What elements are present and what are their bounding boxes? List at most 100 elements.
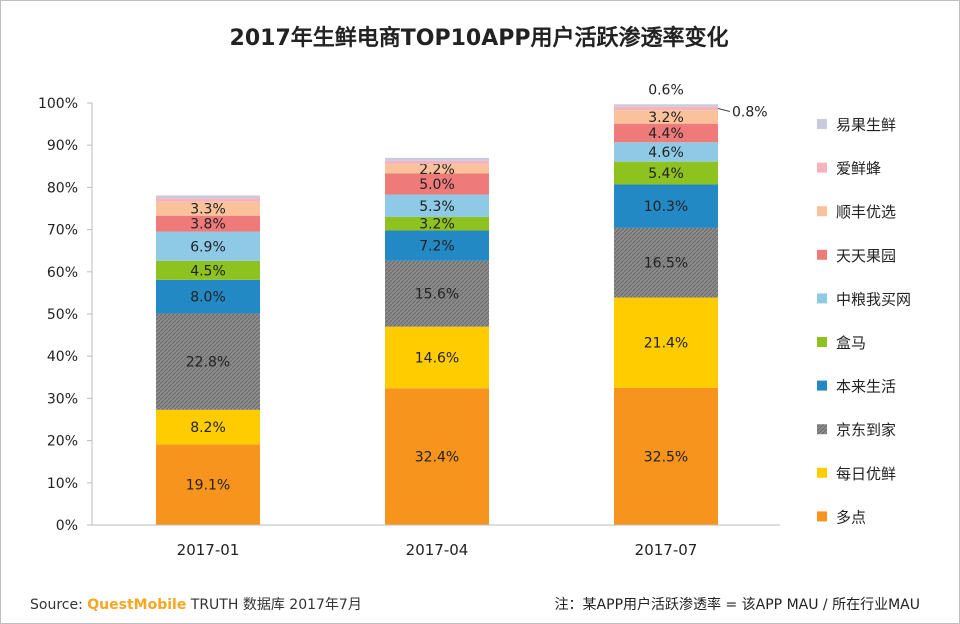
bar-segment bbox=[156, 231, 260, 261]
legend-swatch bbox=[817, 293, 827, 304]
bar-segment bbox=[385, 157, 489, 161]
data-label: 5.3% bbox=[419, 199, 455, 215]
bar-segment bbox=[156, 201, 260, 216]
bar-segment bbox=[614, 106, 718, 111]
data-label: 0.8% bbox=[732, 104, 768, 120]
bar-segment bbox=[156, 260, 260, 280]
data-label: 0.6% bbox=[648, 82, 684, 98]
legend-label: 本来生活 bbox=[836, 378, 896, 396]
legend-label: 盒马 bbox=[836, 334, 866, 352]
legend-label: 天天果园 bbox=[836, 247, 896, 265]
y-tick-label: 60% bbox=[47, 265, 78, 281]
legend-item: 京东到家 bbox=[817, 421, 896, 439]
legend-swatch bbox=[817, 424, 827, 435]
source-prefix: Source: bbox=[30, 597, 83, 613]
data-label: 19.1% bbox=[186, 478, 230, 494]
bar-segment bbox=[156, 444, 260, 525]
bar-segment bbox=[385, 194, 489, 217]
legend-item: 天天果园 bbox=[817, 247, 896, 265]
bar-segment bbox=[156, 215, 260, 232]
legend-swatch bbox=[817, 249, 827, 260]
y-tick-label: 70% bbox=[47, 223, 78, 239]
legend-swatch bbox=[817, 380, 827, 391]
y-axis: 0% 10% 20% 30% 40% 50% 60% 70% 80% 90% 100% bbox=[38, 96, 93, 534]
bar-segment bbox=[156, 279, 260, 314]
bar-segment bbox=[156, 409, 260, 445]
bar-segment bbox=[614, 104, 718, 107]
data-label: 4.5% bbox=[190, 263, 226, 279]
data-label: 32.5% bbox=[644, 449, 688, 465]
x-tick-label: 2017-07 bbox=[635, 541, 698, 559]
data-label: 5.4% bbox=[648, 166, 684, 182]
legend-item: 盒马 bbox=[817, 334, 866, 352]
legend-label: 易果生鲜 bbox=[836, 116, 896, 134]
x-tick-label: 2017-04 bbox=[406, 541, 469, 559]
legend-item: 本来生活 bbox=[817, 378, 896, 396]
bar-segment bbox=[614, 184, 718, 228]
bar-segment bbox=[614, 142, 718, 162]
bars: 19.1% 8.2% 22.8% 8.0% 4.5% 6.9% 3.8%3.3% 32.4% 1… bbox=[156, 82, 768, 525]
bar-segment bbox=[156, 313, 260, 410]
bar-segment bbox=[156, 198, 260, 202]
legend-label: 京东到家 bbox=[836, 421, 896, 439]
legend-swatch bbox=[817, 511, 827, 522]
data-label: 21.4% bbox=[644, 336, 688, 352]
legend-label: 多点 bbox=[836, 508, 866, 526]
data-label: 14.6% bbox=[415, 350, 459, 366]
bar-segment bbox=[614, 110, 718, 124]
bar-segment bbox=[614, 123, 718, 143]
x-axis: 2017-01 2017-04 2017-07 bbox=[92, 524, 780, 559]
legend-item: 易果生鲜 bbox=[817, 116, 896, 134]
bar-segment bbox=[385, 216, 489, 231]
legend-swatch bbox=[817, 337, 827, 347]
stacked-bar-chart: 0% 10% 20% 30% 40% 50% 60% 70% 80% 90% 100% 19.1% 8… bbox=[38, 82, 911, 559]
data-label: 8.2% bbox=[190, 420, 226, 436]
legend-item: 中粮我买网 bbox=[817, 290, 911, 308]
data-label: 8.0% bbox=[190, 290, 226, 306]
legend-item: 顺丰优选 bbox=[817, 203, 896, 221]
bar-segment bbox=[385, 173, 489, 195]
y-tick-label: 20% bbox=[47, 434, 78, 450]
footnote: 注：某APP用户活跃渗透率 = 该APP MAU / 所在行业MAU bbox=[554, 597, 920, 613]
data-label: 6.9% bbox=[190, 239, 226, 255]
legend-swatch bbox=[817, 206, 827, 217]
legend-label: 中粮我买网 bbox=[836, 290, 911, 308]
y-tick-label: 50% bbox=[47, 307, 78, 323]
legend-item: 爱鲜蜂 bbox=[817, 160, 881, 178]
bar-segment bbox=[614, 227, 718, 298]
legend-item: 多点 bbox=[817, 508, 866, 526]
data-label: 16.5% bbox=[644, 256, 688, 272]
chart-title: 2017年生鲜电商TOP10APP用户活跃渗透率变化 bbox=[229, 26, 729, 51]
data-label: 7.2% bbox=[419, 239, 455, 255]
data-label: 10.3% bbox=[644, 199, 688, 215]
bar-segment bbox=[614, 297, 718, 388]
legend-label: 每日优鲜 bbox=[836, 465, 896, 483]
y-tick-label: 0% bbox=[56, 518, 78, 534]
data-label: 5.0% bbox=[419, 177, 455, 193]
data-label: 3.2% bbox=[648, 110, 684, 126]
data-label: 22.8% bbox=[186, 355, 230, 371]
legend-label: 爱鲜蜂 bbox=[836, 160, 881, 178]
bar-segment bbox=[385, 164, 489, 174]
legend-swatch bbox=[817, 162, 827, 173]
source-note: Source: QuestMobile TRUTH 数据库 2017年7月 bbox=[30, 594, 362, 614]
data-label: 32.4% bbox=[415, 450, 459, 466]
data-label: 3.2% bbox=[419, 217, 455, 233]
y-tick-label: 30% bbox=[47, 391, 78, 407]
source-brand: QuestMobile bbox=[87, 597, 187, 613]
x-tick-label: 2017-01 bbox=[177, 541, 240, 559]
bar-segment bbox=[614, 387, 718, 525]
bar-segment bbox=[385, 230, 489, 261]
bar-segment bbox=[385, 326, 489, 389]
leader-line bbox=[717, 108, 731, 112]
legend-item: 每日优鲜 bbox=[817, 465, 896, 483]
data-label: 3.8% bbox=[190, 217, 226, 233]
y-tick-label: 40% bbox=[47, 349, 78, 365]
source-suffix: TRUTH 数据库 2017年7月 bbox=[190, 597, 362, 613]
legend-label: 顺丰优选 bbox=[836, 203, 896, 221]
data-label: 4.6% bbox=[648, 145, 684, 161]
y-tick-label: 90% bbox=[47, 138, 78, 154]
y-tick-label: 10% bbox=[47, 476, 78, 492]
legend-swatch bbox=[817, 119, 827, 129]
